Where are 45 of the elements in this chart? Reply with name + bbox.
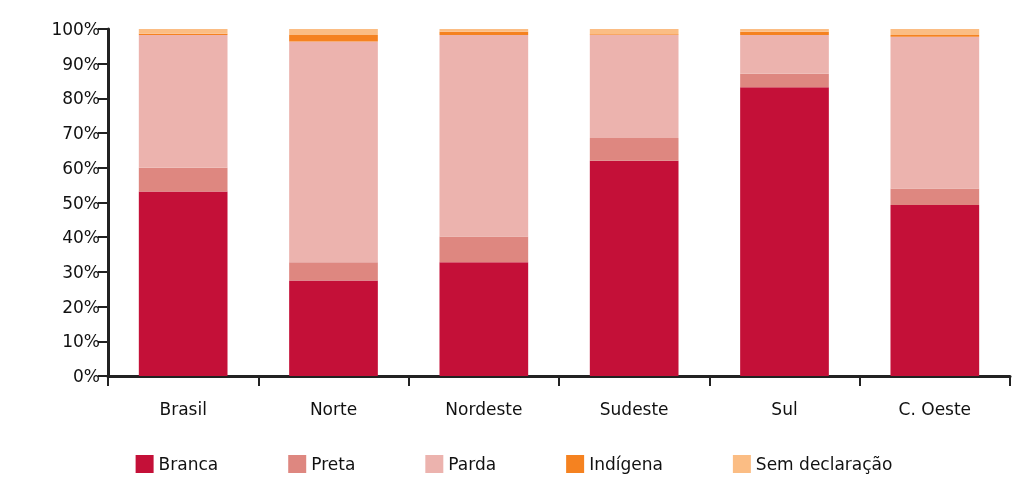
y-tick-label: 10% [62, 331, 100, 352]
bar [589, 137, 679, 161]
legend-label: Parda [448, 454, 497, 474]
bar [890, 188, 980, 205]
y-tick-label: 70% [62, 123, 100, 144]
y-tick-label: 80% [62, 88, 100, 109]
bar [138, 191, 228, 376]
legend-label: Branca [158, 454, 219, 474]
y-tick-label: 40% [62, 227, 100, 248]
x-tick-label: Sul [771, 398, 798, 419]
x-tick-label: C. Oeste [898, 398, 972, 419]
bar [289, 29, 378, 35]
bar [138, 34, 228, 168]
bar [740, 87, 829, 376]
bar [289, 280, 378, 376]
bar [740, 73, 829, 88]
bar [589, 29, 679, 35]
bar [740, 34, 829, 74]
y-tick-label: 60% [62, 157, 100, 178]
bar [439, 34, 529, 237]
x-tick-label: Brasil [159, 398, 207, 419]
x-tick-label: Sudeste [599, 398, 669, 419]
y-tick-label: 100% [51, 19, 100, 39]
y-tick-label: 0% [73, 366, 100, 386]
bar [138, 29, 228, 34]
x-tick-label: Norte [309, 398, 358, 419]
bar [890, 204, 980, 376]
y-tick-label: 50% [62, 192, 100, 213]
bar [589, 160, 679, 376]
bar [289, 34, 378, 42]
y-tick-label: 20% [62, 296, 100, 317]
bar [289, 262, 378, 281]
legend-label: Sem declaração [755, 454, 893, 474]
bar [589, 34, 679, 138]
bar [138, 167, 228, 192]
bar [439, 262, 529, 376]
legend-label: Indígena [589, 454, 663, 474]
y-tick-label: 30% [62, 261, 100, 282]
bar [439, 236, 529, 263]
y-tick-label: 90% [62, 53, 100, 74]
bar [289, 41, 378, 263]
bar [890, 29, 980, 35]
legend-label: Preta [311, 454, 356, 474]
bar [890, 36, 980, 189]
x-tick-label: Nordeste [445, 398, 523, 419]
